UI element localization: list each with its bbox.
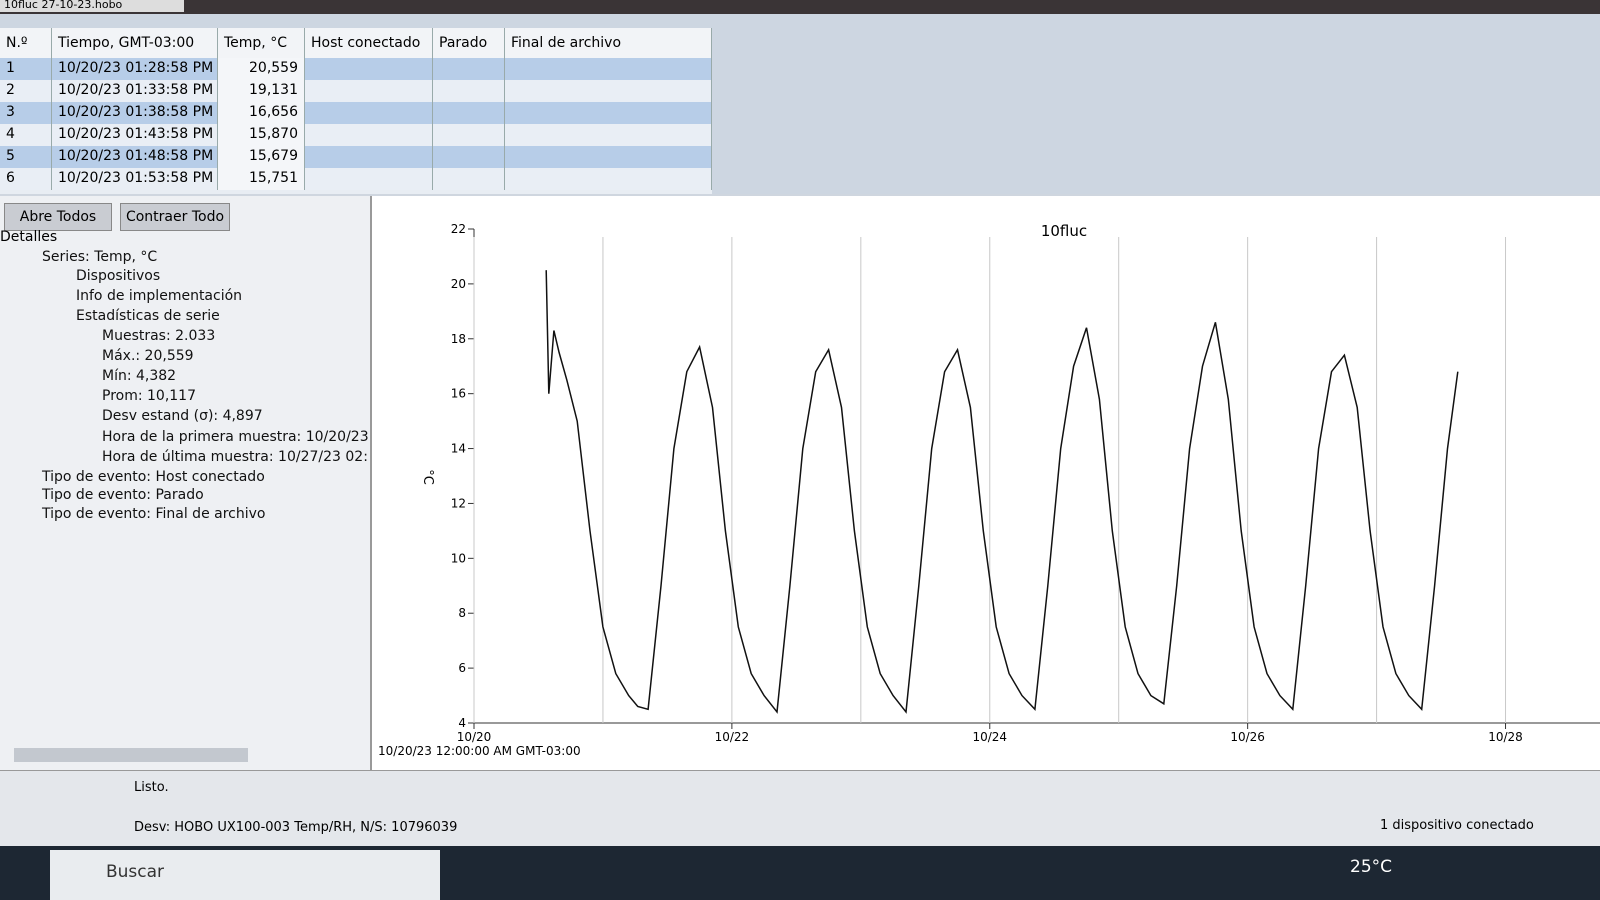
- table-cell: [433, 146, 505, 168]
- x-tick-label: 10/24: [972, 730, 1007, 744]
- table-cell: 4: [0, 124, 52, 146]
- tree-item[interactable]: Info de implementación: [76, 288, 243, 304]
- column-header: Temp, °C: [218, 28, 305, 58]
- table-cell: [505, 102, 712, 124]
- scrollbar[interactable]: [14, 748, 248, 762]
- table-cell: [505, 58, 712, 80]
- y-tick-label: 16: [451, 387, 466, 401]
- weather-text: 25°C: [1350, 857, 1393, 877]
- status-text: Listo.: [134, 780, 169, 795]
- table-cell: 10/20/23 01:38:58 PM: [52, 102, 218, 124]
- title-strip: [0, 0, 1600, 14]
- table-cell: 6: [0, 168, 52, 190]
- tree-item[interactable]: Tipo de evento: Parado: [42, 487, 204, 503]
- table-cell: 10/20/23 01:53:58 PM: [52, 168, 218, 190]
- x-tick-label: 10/26: [1230, 730, 1265, 744]
- device-text: Desv: HOBO UX100-003 Temp/RH, N/S: 10796…: [134, 820, 458, 835]
- x-axis-label: 10/20/23 12:00:00 AM GMT-03:00: [378, 744, 581, 758]
- table-cell: [305, 102, 433, 124]
- column-header: N.º: [0, 28, 52, 58]
- table-cell: 2: [0, 80, 52, 102]
- tree-item[interactable]: Máx.: 20,559: [102, 348, 194, 364]
- y-tick-label: 14: [451, 442, 466, 456]
- table-cell: [505, 80, 712, 102]
- chart-title: 10fluc: [1041, 222, 1087, 240]
- collapse-button[interactable]: Contraer Todo: [120, 203, 230, 231]
- details-panel: [0, 196, 372, 770]
- status-bar: [0, 770, 1600, 847]
- table-cell: 10/20/23 01:33:58 PM: [52, 80, 218, 102]
- chart-bg: [372, 196, 1600, 770]
- table-cell: [505, 146, 712, 168]
- search-text: Buscar: [106, 862, 165, 882]
- x-tick-label: 10/20: [457, 730, 492, 744]
- table-cell: 16,656: [218, 102, 305, 124]
- y-tick-label: 10: [451, 551, 466, 565]
- tree-item[interactable]: Mín: 4,382: [102, 368, 177, 384]
- column-header: Host conectado: [305, 28, 433, 58]
- y-tick-label: 18: [451, 332, 466, 346]
- table-cell: [433, 168, 505, 190]
- table-cell: [433, 124, 505, 146]
- tree-item[interactable]: Dispositivos: [76, 268, 161, 284]
- table-cell: [505, 168, 712, 190]
- tree-item[interactable]: Series: Temp, °C: [42, 249, 158, 265]
- table-cell: [305, 168, 433, 190]
- table-cell: 5: [0, 146, 52, 168]
- chart: 10fluc °C 10/20/23 12:00:00 AM GMT-03:00…: [372, 196, 1600, 770]
- table-cell: [433, 58, 505, 80]
- y-tick-label: 12: [451, 496, 466, 510]
- tree-item[interactable]: Tipo de evento: Host conectado: [42, 469, 265, 485]
- column-header: Final de archivo: [505, 28, 712, 58]
- table-cell: 15,679: [218, 146, 305, 168]
- table-cell: 1: [0, 58, 52, 80]
- table-cell: 3: [0, 102, 52, 124]
- column-header: Tiempo, GMT-03:00: [52, 28, 218, 58]
- table-cell: [305, 80, 433, 102]
- y-tick-label: 4: [458, 716, 466, 730]
- details-heading: Detalles: [0, 229, 58, 245]
- table-cell: 10/20/23 01:43:58 PM: [52, 124, 218, 146]
- table-cell: 15,870: [218, 124, 305, 146]
- table-cell: 10/20/23 01:28:58 PM: [52, 58, 218, 80]
- tree-item[interactable]: Estadísticas de serie: [76, 308, 220, 324]
- y-tick-label: 20: [451, 277, 466, 291]
- table-cell: [433, 102, 505, 124]
- table-cell: 19,131: [218, 80, 305, 102]
- data-table: N.º Tiempo, GMT-03:00 Temp, °C Host conecta…: [0, 28, 712, 194]
- tree-item[interactable]: Hora de última muestra: 10/27/23 02:48:: [102, 449, 368, 465]
- tree-item[interactable]: Muestras: 2.033: [102, 328, 216, 344]
- table-cell: [305, 124, 433, 146]
- file-tab[interactable]: 10fluc 27-10-23.hobo: [0, 0, 184, 12]
- search-box[interactable]: [50, 850, 440, 900]
- tree-item[interactable]: Tipo de evento: Final de archivo: [42, 506, 266, 522]
- y-tick-label: 22: [451, 222, 466, 236]
- table-cell: [505, 124, 712, 146]
- x-tick-label: 10/28: [1488, 730, 1523, 744]
- temp-line: [545, 270, 1459, 714]
- tree-item[interactable]: Prom: 10,117: [102, 388, 197, 404]
- table-cell: [433, 80, 505, 102]
- tree-item[interactable]: Hora de la primera muestra: 10/20/23 01: [102, 429, 368, 445]
- x-tick-label: 10/22: [715, 730, 750, 744]
- table-cell: [305, 146, 433, 168]
- table-cell: 15,751: [218, 168, 305, 190]
- table-cell: [305, 58, 433, 80]
- table-cell: 20,559: [218, 58, 305, 80]
- y-axis-label: °C: [420, 469, 435, 485]
- column-header: Parado: [433, 28, 505, 58]
- table-cell: 10/20/23 01:48:58 PM: [52, 146, 218, 168]
- y-tick-label: 6: [458, 661, 466, 675]
- connection-text: 1 dispositivo conectado: [1380, 818, 1534, 833]
- y-tick-label: 8: [458, 606, 466, 620]
- tree-item[interactable]: Desv estand (σ): 4,897: [102, 408, 263, 424]
- expand-button[interactable]: Abre Todos: [4, 203, 112, 231]
